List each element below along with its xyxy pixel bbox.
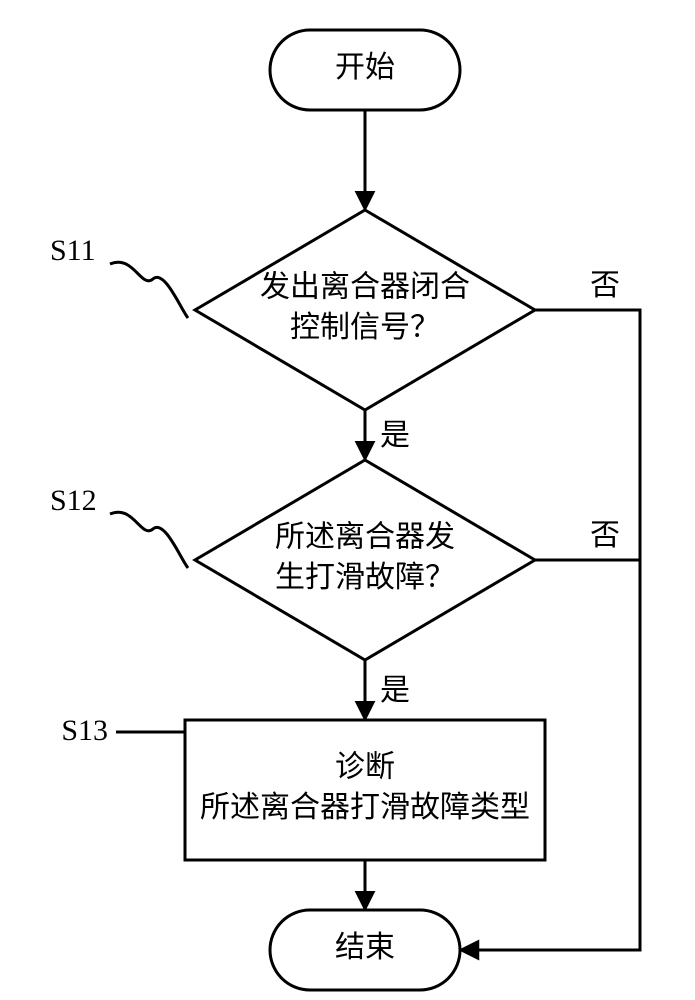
svg-text:所述离合器发: 所述离合器发 <box>275 521 455 554</box>
svg-text:所述离合器打滑故障类型: 所述离合器打滑故障类型 <box>200 791 530 824</box>
step-label-s12: S12 <box>50 484 97 517</box>
svg-text:结束: 结束 <box>335 931 395 964</box>
svg-text:生打滑故障？: 生打滑故障？ <box>275 561 455 594</box>
node-p1 <box>185 720 545 860</box>
step-label-s13: S13 <box>61 714 108 747</box>
edge-2-label: 是 <box>380 674 410 707</box>
svg-text:控制信号？: 控制信号？ <box>290 311 440 344</box>
step-label-s11: S11 <box>50 234 96 267</box>
callout-line <box>110 512 188 568</box>
edge-4-label: 否 <box>590 269 620 302</box>
callout-line <box>110 262 188 318</box>
node-d2 <box>195 460 535 660</box>
edge-1-label: 是 <box>380 419 410 452</box>
svg-text:发出离合器闭合: 发出离合器闭合 <box>260 271 470 304</box>
node-d1 <box>195 210 535 410</box>
edge-5-label: 否 <box>590 519 620 552</box>
svg-text:诊断: 诊断 <box>335 751 395 784</box>
svg-text:开始: 开始 <box>335 51 395 84</box>
node-end-label: 结束 <box>335 931 395 964</box>
node-start-label: 开始 <box>335 51 395 84</box>
